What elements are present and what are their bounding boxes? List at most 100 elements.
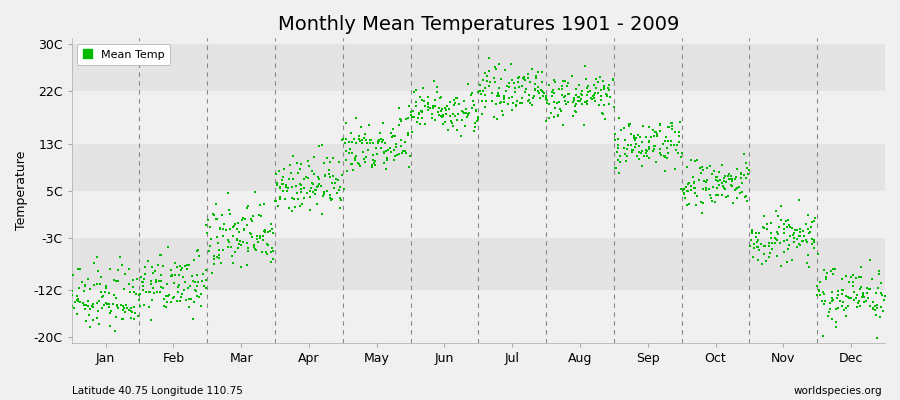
Point bbox=[774, 263, 788, 270]
Point bbox=[795, 238, 809, 245]
Point bbox=[721, 193, 735, 199]
Point bbox=[752, 247, 767, 254]
Point bbox=[447, 113, 462, 120]
Point bbox=[727, 187, 742, 193]
Point bbox=[449, 95, 464, 102]
Point bbox=[868, 290, 883, 296]
Point bbox=[473, 82, 488, 88]
Point bbox=[367, 162, 382, 168]
Point bbox=[317, 191, 331, 197]
Point bbox=[177, 263, 192, 269]
Point bbox=[300, 190, 314, 196]
Point bbox=[224, 244, 238, 250]
Point bbox=[210, 234, 224, 240]
Point bbox=[83, 306, 97, 312]
Point bbox=[634, 150, 649, 156]
Point bbox=[814, 297, 829, 304]
Point bbox=[536, 90, 551, 96]
Point bbox=[328, 176, 343, 182]
Point bbox=[636, 153, 651, 159]
Point bbox=[286, 153, 301, 159]
Point bbox=[492, 100, 507, 106]
Point bbox=[290, 160, 304, 166]
Text: Latitude 40.75 Longitude 110.75: Latitude 40.75 Longitude 110.75 bbox=[72, 386, 243, 396]
Point bbox=[849, 275, 863, 282]
Point bbox=[191, 247, 205, 254]
Point bbox=[562, 91, 576, 97]
Point bbox=[607, 76, 621, 82]
Point bbox=[871, 284, 886, 291]
Point bbox=[143, 289, 157, 295]
Point bbox=[116, 303, 130, 309]
Point bbox=[623, 120, 637, 127]
Point bbox=[264, 221, 278, 227]
Point bbox=[346, 167, 360, 173]
Point bbox=[807, 237, 822, 244]
Point bbox=[418, 120, 433, 127]
Point bbox=[137, 302, 151, 308]
Point bbox=[634, 163, 649, 170]
Point bbox=[646, 146, 661, 152]
Point bbox=[357, 131, 372, 138]
Point bbox=[568, 102, 582, 109]
Point bbox=[635, 148, 650, 154]
Point bbox=[742, 243, 757, 249]
Point bbox=[661, 138, 675, 144]
Point bbox=[756, 251, 770, 257]
Point bbox=[435, 106, 449, 112]
Point bbox=[369, 145, 383, 151]
Point bbox=[813, 292, 827, 298]
Point bbox=[510, 79, 525, 85]
Point bbox=[571, 94, 585, 101]
Point bbox=[117, 286, 131, 292]
Point bbox=[448, 100, 463, 106]
Point bbox=[302, 207, 317, 214]
Point bbox=[536, 68, 550, 75]
Point bbox=[642, 124, 656, 130]
Point bbox=[223, 226, 238, 232]
Point bbox=[402, 153, 417, 160]
Point bbox=[719, 179, 733, 185]
Point bbox=[278, 196, 293, 202]
Point bbox=[326, 173, 340, 179]
Point bbox=[374, 139, 389, 145]
Point bbox=[188, 278, 202, 285]
Point bbox=[543, 114, 557, 121]
Point bbox=[467, 123, 482, 130]
Point bbox=[190, 248, 204, 254]
Point bbox=[294, 201, 309, 207]
Point bbox=[133, 274, 148, 280]
Point bbox=[380, 157, 394, 163]
Point bbox=[368, 158, 382, 165]
Point bbox=[726, 199, 741, 206]
Point bbox=[232, 229, 247, 235]
Point bbox=[773, 217, 788, 224]
Point bbox=[796, 233, 811, 240]
Point bbox=[443, 113, 457, 119]
Point bbox=[111, 278, 125, 284]
Point bbox=[782, 241, 796, 248]
Point bbox=[581, 83, 596, 90]
Point bbox=[135, 278, 149, 285]
Point bbox=[656, 141, 670, 148]
Point bbox=[619, 153, 634, 159]
Point bbox=[664, 120, 679, 126]
Point bbox=[428, 96, 442, 103]
Point bbox=[777, 221, 791, 228]
Point bbox=[103, 310, 117, 316]
Point bbox=[348, 155, 363, 162]
Point bbox=[597, 111, 611, 117]
Point bbox=[868, 312, 883, 319]
Point bbox=[447, 97, 462, 104]
Point bbox=[254, 213, 268, 220]
Point bbox=[78, 282, 93, 289]
Point bbox=[293, 182, 308, 188]
Point bbox=[222, 206, 237, 213]
Point bbox=[480, 78, 494, 84]
Point bbox=[525, 102, 539, 108]
Point bbox=[442, 105, 456, 112]
Point bbox=[610, 156, 625, 163]
Point bbox=[400, 132, 415, 138]
Point bbox=[154, 278, 168, 284]
Point bbox=[468, 120, 482, 126]
